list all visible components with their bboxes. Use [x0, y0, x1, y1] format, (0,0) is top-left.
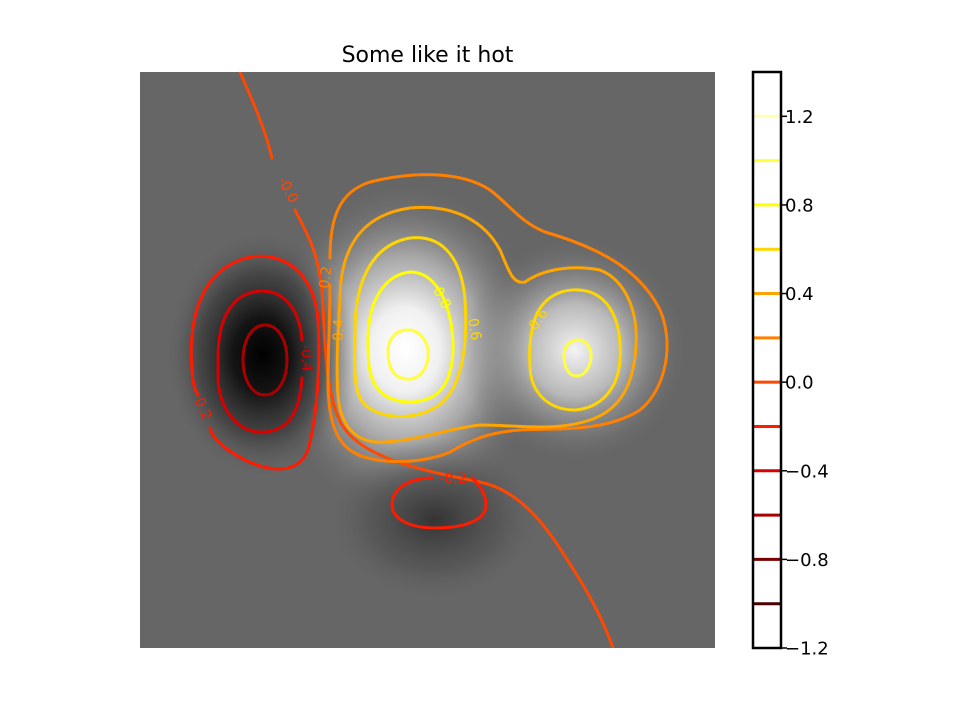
colorbar-level-lines: [753, 114, 781, 606]
contour-level-neg0.6: [241, 323, 289, 397]
contour-level-0.2: [326, 173, 669, 463]
plot-area: -0.0 -0.2 -0.4 -0.2 0.2 0.4 0.8 0.6 0.6: [140, 72, 715, 648]
contour-level-0.6-left: [353, 236, 468, 418]
colorbar-tick-label: 1.2: [785, 107, 814, 128]
chart-title: Some like it hot: [342, 43, 514, 68]
contour-label: -0.4: [298, 344, 315, 372]
contour-level-1.0-left: [386, 328, 430, 381]
colorbar-tick-label: 0.8: [785, 195, 814, 216]
colorbar-tick-label: 0.4: [785, 284, 814, 305]
contour-level-0.8: [366, 270, 455, 404]
colorbar-tick-label: −0.4: [785, 461, 829, 482]
contour-level-neg0.4: [216, 289, 304, 434]
contour-label: 0.2: [317, 265, 336, 289]
colorbar-frame: [751, 70, 783, 650]
colorbar-tick-label: −0.8: [785, 550, 829, 571]
contour-level-neg0.2-bottom: [390, 476, 488, 530]
contour-level-0.6-right: [528, 288, 622, 412]
contour-level-1.0-right: [562, 338, 593, 378]
contour-label: 0.4: [331, 318, 348, 341]
colorbar: 1.2 0.8 0.4 0.0 −0.4 −0.8 −1.2: [751, 70, 829, 660]
colorbar-background: [753, 72, 781, 648]
colorbar-tick-label: −1.2: [785, 639, 829, 660]
colorbar-tick-label: 0.0: [785, 373, 814, 394]
contour-label: 0.6: [464, 317, 484, 342]
contour-level-neg0.2-left: [189, 254, 321, 471]
contour-level-0.4: [335, 205, 638, 444]
colorbar-ticks: 1.2 0.8 0.4 0.0 −0.4 −0.8 −1.2: [781, 107, 829, 660]
contour-label: -0.2: [439, 471, 466, 487]
